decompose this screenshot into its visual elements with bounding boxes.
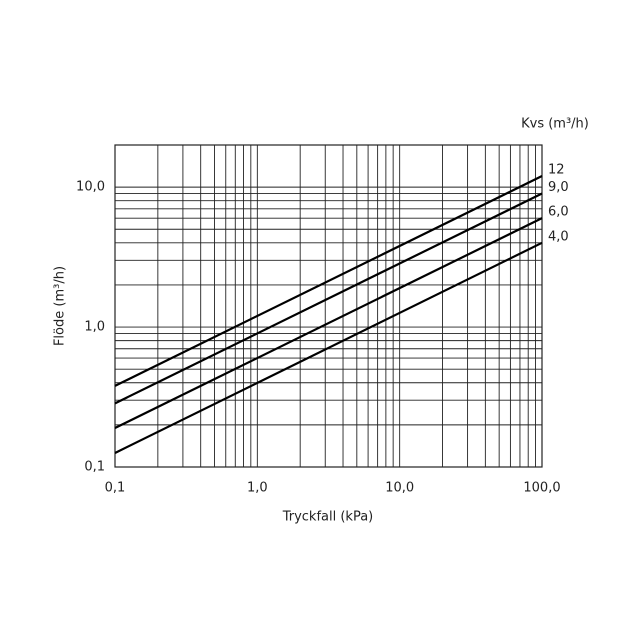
x-tick-label: 1,0 <box>247 481 268 496</box>
y-tick-label: 0,1 <box>84 460 105 475</box>
x-tick-label: 100,0 <box>523 481 560 496</box>
legend-title: Kvs (m³/h) <box>521 117 589 132</box>
x-tick-label: 10,0 <box>385 481 414 496</box>
y-tick-label: 1,0 <box>84 320 105 335</box>
y-axis-label: Flöde (m³/h) <box>53 266 68 346</box>
series-label: 4,0 <box>548 229 569 244</box>
series-line <box>114 241 543 454</box>
series-line <box>114 192 543 405</box>
plot-frame <box>114 144 543 468</box>
series-line <box>114 175 543 387</box>
series-label: 9,0 <box>548 180 569 195</box>
series-line <box>114 217 543 429</box>
x-axis-label: Tryckfall (kPa) <box>282 510 374 525</box>
x-tick-label: 0,1 <box>105 481 126 496</box>
series-label: 6,0 <box>548 205 569 220</box>
series-label: 12 <box>548 163 565 178</box>
y-tick-label: 10,0 <box>76 180 105 195</box>
